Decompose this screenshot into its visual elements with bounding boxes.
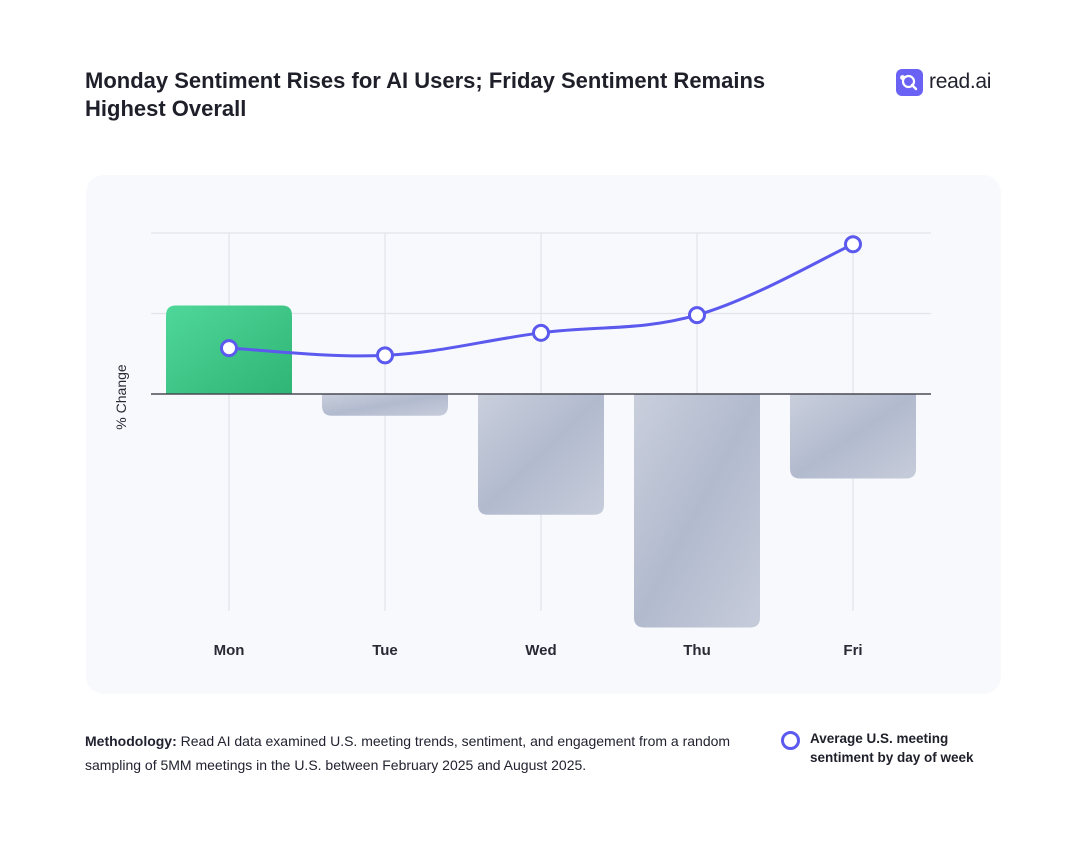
- category-label-fri: Fri: [843, 642, 862, 659]
- category-label-wed: Wed: [525, 642, 556, 659]
- category-label-mon: Mon: [214, 642, 245, 659]
- sentiment-points: [220, 235, 862, 365]
- bars: [166, 305, 916, 628]
- legend-circle-marker-icon: [781, 731, 800, 750]
- methodology-label: Methodology:: [85, 733, 177, 749]
- read-ai-logo-icon: [896, 68, 923, 96]
- point-thu: [688, 306, 706, 325]
- category-label-thu: Thu: [683, 642, 711, 659]
- point-mon: [220, 339, 238, 358]
- bar-wed: [478, 394, 604, 515]
- category-label-tue: Tue: [372, 642, 398, 659]
- point-wed: [532, 323, 550, 342]
- grid-lines: [151, 232, 931, 611]
- point-tue: [376, 346, 394, 365]
- methodology-note: Methodology: Read AI data examined U.S. …: [85, 729, 745, 777]
- category-labels: Mon Tue Wed Thu Fri: [214, 642, 863, 659]
- sentiment-chart: Mon Tue Wed Thu Fri % Change: [113, 232, 931, 659]
- legend-label: Average U.S. meeting sentiment by day of…: [810, 731, 974, 765]
- legend: Average U.S. meeting sentiment by day of…: [781, 729, 1011, 767]
- bar-fri: [790, 394, 916, 479]
- methodology-text: Read AI data examined U.S. meeting trend…: [85, 733, 731, 773]
- chart-card: Mon Tue Wed Thu Fri % Change: [86, 175, 1001, 694]
- y-axis-label: % Change: [113, 364, 129, 430]
- bar-thu: [634, 394, 760, 628]
- bar-tue: [322, 394, 448, 416]
- read-ai-logo[interactable]: read.ai: [896, 68, 991, 96]
- read-ai-wordmark: read.ai: [929, 70, 992, 93]
- point-fri: [844, 235, 862, 254]
- chart-title: Monday Sentiment Rises for AI Users; Fri…: [85, 68, 766, 121]
